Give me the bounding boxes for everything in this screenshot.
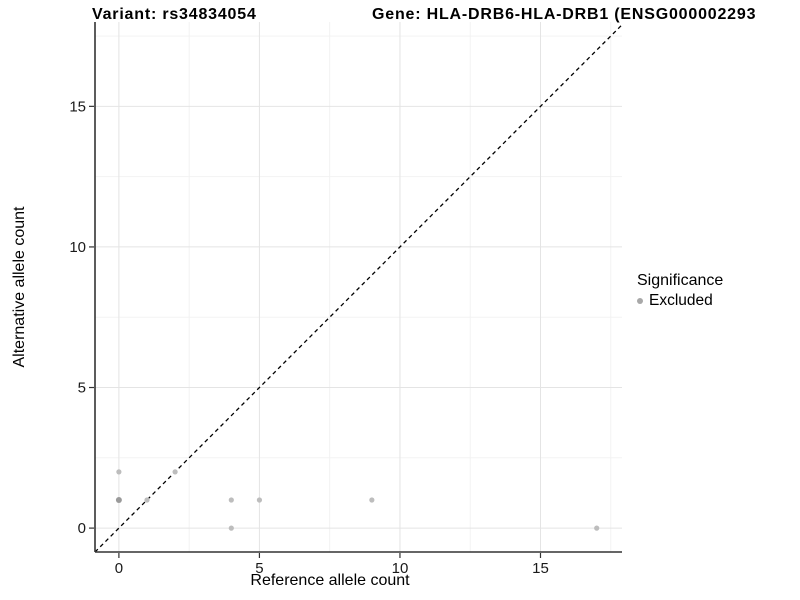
data-point — [115, 496, 122, 503]
data-point — [172, 469, 178, 475]
data-point — [256, 497, 263, 503]
x-tick-label: 10 — [392, 560, 409, 577]
data-point — [228, 497, 234, 503]
data-point — [144, 497, 150, 503]
x-tick-label: 5 — [255, 560, 263, 577]
y-axis-title: Alternative allele count — [11, 206, 28, 368]
legend: Significance Excluded — [637, 271, 723, 310]
plot-panel — [94, 22, 623, 553]
y-tick-label: 5 — [78, 380, 86, 397]
x-tick-label: 0 — [115, 560, 123, 577]
plot-title-variant: Variant: rs34834054 — [92, 6, 257, 23]
legend-point-icon — [637, 298, 643, 304]
data-point — [228, 525, 234, 531]
y-tick-label: 10 — [69, 239, 86, 256]
data-point — [369, 497, 375, 503]
plot-title-gene: Gene: HLA-DRB6-HLA-DRB1 (ENSG000002293 — [372, 6, 757, 23]
x-tick-label: 15 — [532, 560, 549, 577]
data-point — [594, 525, 600, 531]
data-point — [116, 469, 122, 475]
identity-line — [94, 24, 623, 553]
legend-entry-excluded: Excluded — [637, 292, 723, 310]
x-axis-title: Reference allele count — [250, 572, 410, 589]
y-tick-label: 15 — [69, 98, 86, 115]
legend-entry-label: Excluded — [649, 292, 713, 309]
legend-title: Significance — [637, 272, 724, 289]
y-tick-label: 0 — [78, 520, 86, 537]
